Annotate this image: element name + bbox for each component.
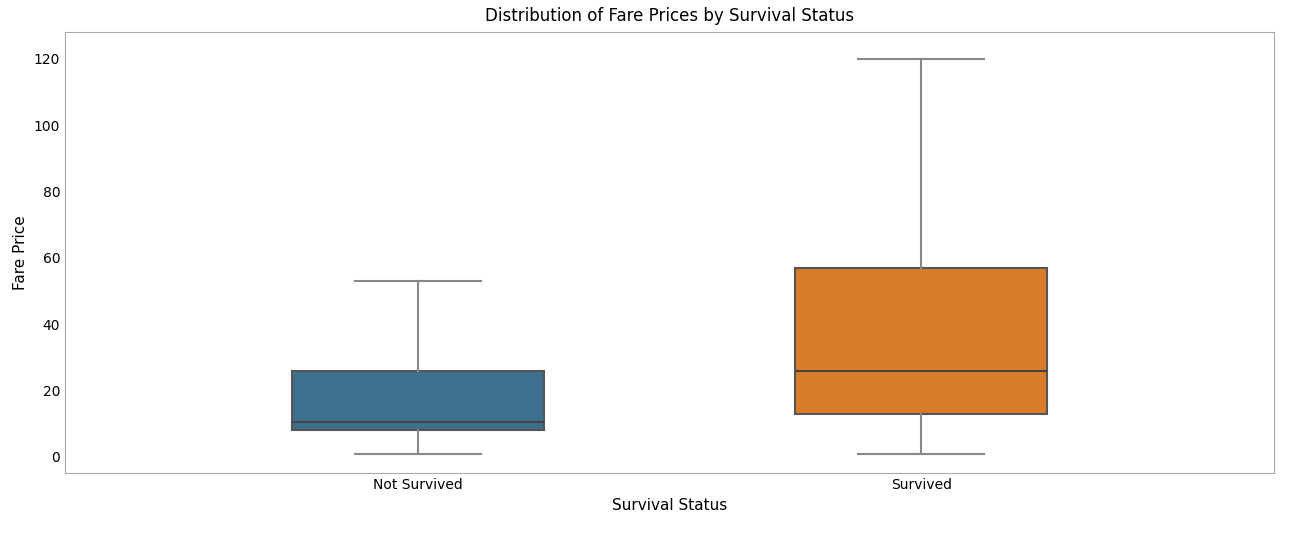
PathPatch shape xyxy=(291,371,543,430)
X-axis label: Survival Status: Survival Status xyxy=(612,498,727,513)
PathPatch shape xyxy=(796,268,1048,414)
Y-axis label: Fare Price: Fare Price xyxy=(13,216,29,290)
Title: Distribution of Fare Prices by Survival Status: Distribution of Fare Prices by Survival … xyxy=(485,7,854,25)
